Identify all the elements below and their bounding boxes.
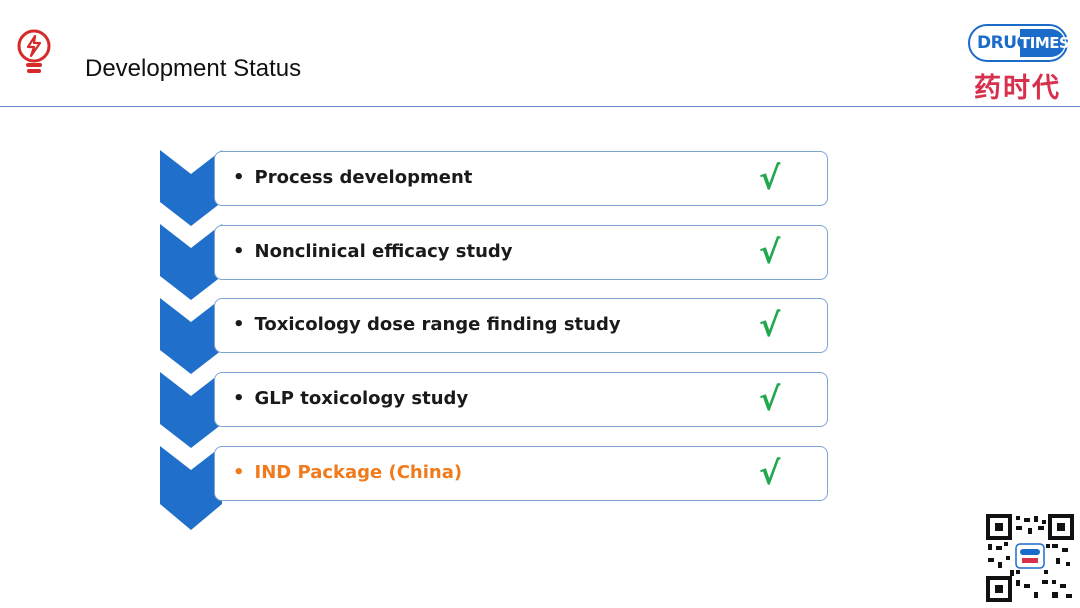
chevron-3 [160,298,222,374]
step-text: Nonclinical efficacy study [254,241,513,262]
qr-code-icon [986,514,1074,602]
logo-word-times: TIMES [1020,29,1070,57]
bullet: • [233,314,245,335]
step-ind-package: • IND Package (China) √ [214,446,828,501]
bullet: • [233,462,245,483]
step-text: GLP toxicology study [254,388,469,409]
check-icon: √ [759,159,781,197]
step-glp-toxicology: • GLP toxicology study √ [214,372,828,427]
drugtimes-logo: DRUG TIMES 药时代 [968,24,1070,104]
chevron-5 [160,446,222,530]
chevron-2 [160,224,222,300]
bullet: • [233,167,245,188]
logo-badge: DRUG TIMES [968,24,1070,62]
step-label-highlighted: • IND Package (China) [233,447,462,499]
check-icon: √ [759,233,781,271]
step-tox-dose-range: • Toxicology dose range finding study √ [214,298,828,353]
step-label: • GLP toxicology study [233,373,468,425]
step-process-development: • Process development √ [214,151,828,206]
step-label: • Process development [233,152,472,204]
progress-chevron-arrows [160,150,222,530]
check-icon: √ [759,454,781,492]
chevron-4 [160,372,222,448]
logo-word-drug: DRUG [977,33,1030,53]
bullet: • [233,241,245,262]
step-text: Process development [254,167,473,188]
header-divider [0,106,1080,107]
step-text: Toxicology dose range finding study [254,314,621,335]
lightbulb-icon [17,29,51,73]
check-icon: √ [759,306,781,344]
bullet: • [233,388,245,409]
step-text: IND Package (China) [254,462,463,483]
page-title: Development Status [85,55,302,82]
check-icon: √ [759,380,781,418]
step-label: • Toxicology dose range finding study [233,299,621,351]
logo-chinese-name: 药时代 [974,73,1061,104]
step-nonclinical-efficacy: • Nonclinical efficacy study √ [214,225,828,280]
chevron-1 [160,150,222,226]
step-label: • Nonclinical efficacy study [233,226,513,278]
